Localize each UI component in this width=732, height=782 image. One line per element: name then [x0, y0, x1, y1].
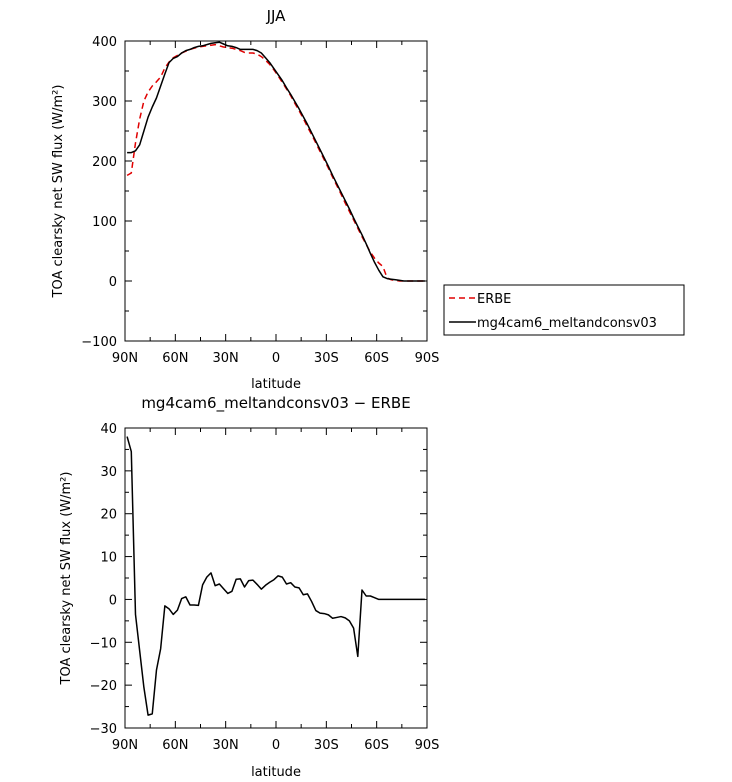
top-y-axis-label: TOA clearsky net SW flux (W/m²): [51, 85, 66, 299]
bottom-y-tick-label: 20: [100, 508, 117, 523]
bottom-x-tick-label: 30N: [213, 738, 239, 753]
top-plot-frame: [124, 40, 428, 342]
top-x-axis-label: latitude: [251, 377, 301, 392]
bottom-x-axis: 90N 60N 30N 0 30S 60S 90S: [112, 428, 440, 753]
top-x-axis: 90N 60N 30N 0 30S 60S 90S: [112, 41, 440, 366]
legend-label-erbe: ERBE: [477, 292, 511, 307]
top-y-tick-label: −100: [81, 335, 117, 350]
top-y-tick-label: 100: [92, 215, 117, 230]
top-chart-title: JJA: [266, 7, 287, 25]
bottom-x-tick-label: 60S: [364, 738, 389, 753]
top-x-tick-label: 30S: [314, 351, 339, 366]
bottom-y-axis-label: TOA clearsky net SW flux (W/m²): [59, 472, 74, 686]
bottom-y-axis: −30 −20 −10 0 10 20 30 40: [90, 422, 427, 737]
top-x-tick-label: 90S: [415, 351, 440, 366]
top-series-line-erbe: [126, 43, 425, 282]
bottom-chart-title: mg4cam6_meltandconsv03 − ERBE: [141, 394, 410, 413]
legend: ERBE mg4cam6_meltandconsv03: [443, 284, 685, 336]
top-y-tick-label: 300: [92, 95, 117, 110]
bottom-x-tick-label: 60N: [162, 738, 188, 753]
bottom-y-tick-label: 0: [109, 593, 117, 608]
legend-box: [443, 284, 685, 336]
bottom-y-tick-label: 40: [100, 422, 117, 437]
top-y-tick-label: 200: [92, 155, 117, 170]
bottom-x-axis-label: latitude: [251, 765, 301, 780]
bottom-panel: mg4cam6_meltandconsv03 − ERBE −30 −20 −10 0…: [59, 394, 439, 780]
bottom-x-tick-label: 90N: [112, 738, 138, 753]
top-x-tick-label: 30N: [213, 351, 239, 366]
top-series-lines: [126, 41, 425, 282]
top-x-tick-label: 60S: [364, 351, 389, 366]
bottom-x-tick-label: 30S: [314, 738, 339, 753]
top-y-tick-label: 400: [92, 35, 117, 50]
top-x-tick-label: 60N: [162, 351, 188, 366]
bottom-y-tick-label: −10: [90, 636, 117, 651]
top-x-tick-label: 0: [272, 351, 280, 366]
bottom-x-tick-label: 90S: [415, 738, 440, 753]
bottom-y-tick-label: −20: [90, 679, 117, 694]
top-y-tick-label: 0: [109, 275, 117, 290]
bottom-y-tick-label: 30: [100, 465, 117, 480]
bottom-y-tick-label: −30: [90, 722, 117, 737]
bottom-series-lines: [126, 436, 425, 716]
legend-label-model: mg4cam6_meltandconsv03: [477, 316, 657, 331]
bottom-y-tick-label: 10: [100, 551, 117, 566]
top-y-axis: −100 0 100 200 300 400: [81, 35, 427, 350]
bottom-series-line-diff: [126, 436, 425, 716]
bottom-x-tick-label: 0: [272, 738, 280, 753]
top-series-line-mg4cam6-meltandconsv03: [127, 41, 425, 282]
top-x-tick-label: 90N: [112, 351, 138, 366]
